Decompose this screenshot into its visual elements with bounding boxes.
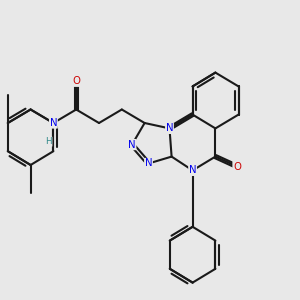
Text: N: N xyxy=(145,158,152,169)
Text: N: N xyxy=(166,123,173,134)
Text: H: H xyxy=(45,137,52,146)
Text: O: O xyxy=(233,161,241,172)
Text: N: N xyxy=(128,140,136,150)
Text: N: N xyxy=(189,165,196,176)
Text: N: N xyxy=(50,118,57,128)
Text: O: O xyxy=(72,76,80,86)
